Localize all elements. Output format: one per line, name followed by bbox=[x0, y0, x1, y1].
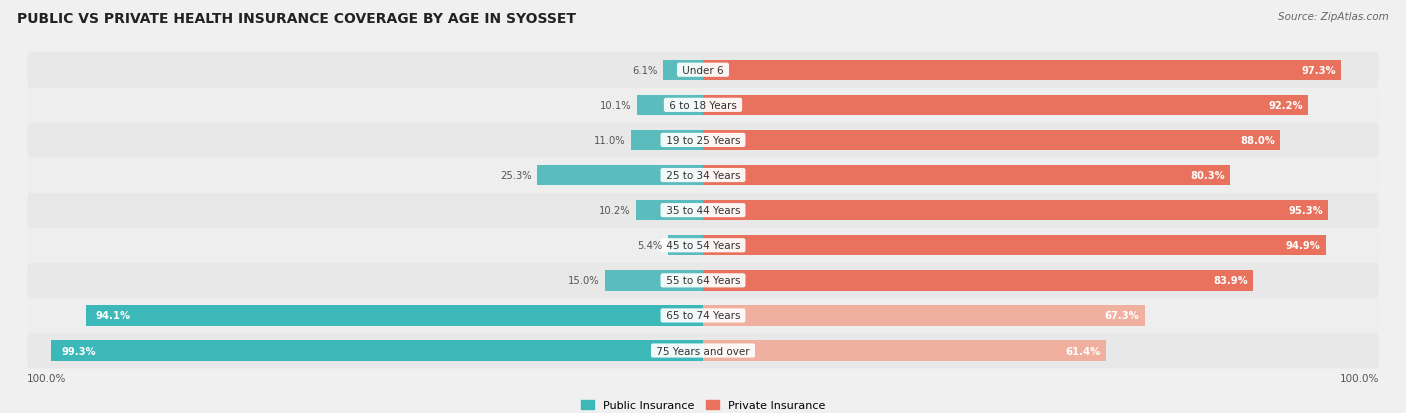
Bar bbox=[636, 200, 703, 221]
Bar bbox=[664, 60, 703, 81]
Text: Source: ZipAtlas.com: Source: ZipAtlas.com bbox=[1278, 12, 1389, 22]
FancyBboxPatch shape bbox=[27, 333, 1379, 368]
Bar bbox=[703, 341, 1107, 361]
Text: 5.4%: 5.4% bbox=[637, 241, 662, 251]
Text: 25.3%: 25.3% bbox=[501, 171, 531, 180]
Bar bbox=[703, 200, 1329, 221]
FancyBboxPatch shape bbox=[27, 228, 1379, 263]
FancyBboxPatch shape bbox=[27, 53, 1379, 88]
Text: 92.2%: 92.2% bbox=[1268, 101, 1303, 111]
Text: 80.3%: 80.3% bbox=[1189, 171, 1225, 180]
Text: 35 to 44 Years: 35 to 44 Years bbox=[662, 206, 744, 216]
Text: 25 to 34 Years: 25 to 34 Years bbox=[662, 171, 744, 180]
FancyBboxPatch shape bbox=[27, 298, 1379, 334]
Bar bbox=[52, 341, 703, 361]
Bar bbox=[703, 235, 1326, 256]
Text: 65 to 74 Years: 65 to 74 Years bbox=[662, 311, 744, 320]
Text: 95.3%: 95.3% bbox=[1288, 206, 1323, 216]
FancyBboxPatch shape bbox=[27, 263, 1379, 299]
Text: 6.1%: 6.1% bbox=[633, 66, 658, 76]
Text: 10.1%: 10.1% bbox=[600, 101, 631, 111]
Bar bbox=[703, 166, 1230, 186]
Text: 67.3%: 67.3% bbox=[1105, 311, 1139, 320]
Text: 15.0%: 15.0% bbox=[568, 275, 599, 286]
Bar bbox=[703, 131, 1281, 151]
Text: 97.3%: 97.3% bbox=[1302, 66, 1336, 76]
Text: 94.1%: 94.1% bbox=[96, 311, 131, 320]
Text: 11.0%: 11.0% bbox=[593, 135, 626, 146]
Text: 55 to 64 Years: 55 to 64 Years bbox=[662, 275, 744, 286]
Text: 10.2%: 10.2% bbox=[599, 206, 631, 216]
Text: 19 to 25 Years: 19 to 25 Years bbox=[662, 135, 744, 146]
FancyBboxPatch shape bbox=[27, 88, 1379, 123]
FancyBboxPatch shape bbox=[27, 158, 1379, 193]
Text: PUBLIC VS PRIVATE HEALTH INSURANCE COVERAGE BY AGE IN SYOSSET: PUBLIC VS PRIVATE HEALTH INSURANCE COVER… bbox=[17, 12, 576, 26]
Text: 88.0%: 88.0% bbox=[1240, 135, 1275, 146]
Legend: Public Insurance, Private Insurance: Public Insurance, Private Insurance bbox=[576, 395, 830, 413]
Bar bbox=[637, 95, 703, 116]
Text: 99.3%: 99.3% bbox=[62, 346, 96, 356]
Bar bbox=[703, 271, 1254, 291]
Bar bbox=[86, 306, 703, 326]
Bar bbox=[631, 131, 703, 151]
Bar bbox=[537, 166, 703, 186]
Bar bbox=[605, 271, 703, 291]
Text: 94.9%: 94.9% bbox=[1285, 241, 1320, 251]
Bar bbox=[703, 95, 1308, 116]
Text: 100.0%: 100.0% bbox=[1340, 373, 1379, 383]
FancyBboxPatch shape bbox=[27, 193, 1379, 228]
Text: 83.9%: 83.9% bbox=[1213, 275, 1249, 286]
Text: 75 Years and over: 75 Years and over bbox=[652, 346, 754, 356]
Text: 100.0%: 100.0% bbox=[27, 373, 66, 383]
FancyBboxPatch shape bbox=[27, 123, 1379, 159]
Bar bbox=[703, 60, 1341, 81]
Text: Under 6: Under 6 bbox=[679, 66, 727, 76]
Text: 61.4%: 61.4% bbox=[1066, 346, 1101, 356]
Bar bbox=[703, 306, 1144, 326]
Text: 45 to 54 Years: 45 to 54 Years bbox=[662, 241, 744, 251]
Bar bbox=[668, 235, 703, 256]
Text: 6 to 18 Years: 6 to 18 Years bbox=[666, 101, 740, 111]
